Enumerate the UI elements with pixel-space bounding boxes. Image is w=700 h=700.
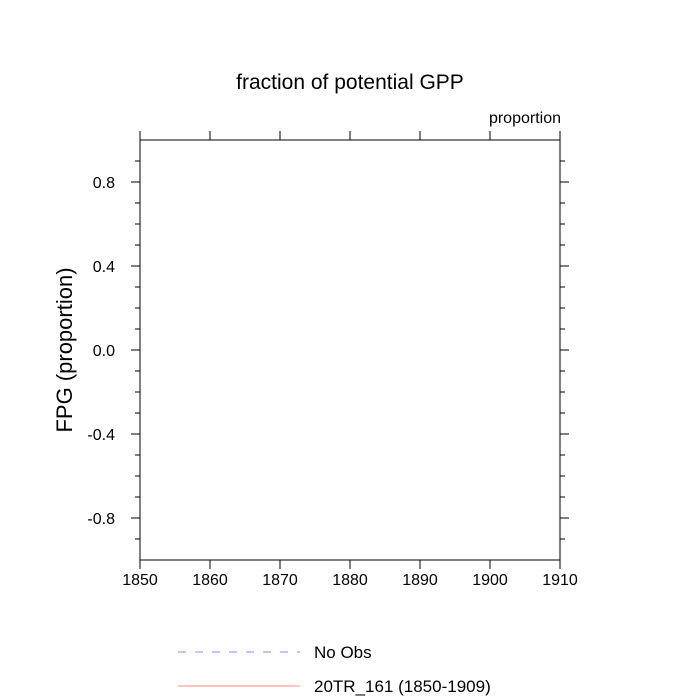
x-tick-label: 1910 bbox=[542, 572, 578, 589]
x-tick-label: 1850 bbox=[122, 572, 158, 589]
y-tick-label: 0.8 bbox=[93, 175, 115, 192]
x-tick-label: 1860 bbox=[192, 572, 228, 589]
legend-item-label: 20TR_161 (1850-1909) bbox=[314, 677, 491, 696]
x-tick-label: 1890 bbox=[402, 572, 438, 589]
x-tick-label: 1880 bbox=[332, 572, 368, 589]
y-tick-label: -0.8 bbox=[87, 511, 115, 528]
chart-title: fraction of potential GPP bbox=[236, 71, 464, 94]
y-axis-label: FPG (proportion) bbox=[52, 267, 77, 432]
x-tick-label: 1870 bbox=[262, 572, 298, 589]
axis-tick-labels: 1850 1860 1870 1880 1890 1900 1910 0.8 0.4 0.0 -0.… bbox=[87, 175, 577, 589]
legend-item-label: No Obs bbox=[314, 643, 372, 662]
legend: No Obs 20TR_161 (1850-1909) bbox=[178, 643, 491, 696]
plot-frame bbox=[139, 139, 561, 561]
axis-ticks bbox=[131, 131, 569, 569]
y-tick-label: 0.0 bbox=[93, 343, 115, 360]
units-label: proportion bbox=[489, 110, 561, 127]
x-tick-label: 1900 bbox=[472, 572, 508, 589]
y-tick-label: 0.4 bbox=[93, 259, 115, 276]
y-tick-label: -0.4 bbox=[87, 427, 115, 444]
